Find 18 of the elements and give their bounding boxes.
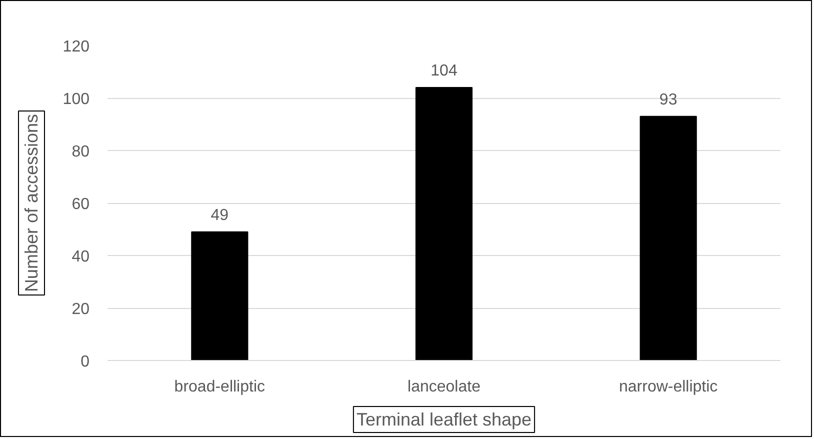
data-label: 93 [659, 91, 678, 108]
x-tick-label: narrow-elliptic [618, 378, 718, 396]
x-axis-title: Terminal leaflet shape [356, 410, 532, 430]
y-tick-label: 120 [62, 38, 90, 56]
y-tick-label: 80 [72, 144, 90, 160]
y-tick-label: 20 [72, 301, 90, 318]
data-label: 104 [430, 62, 458, 80]
bar [415, 87, 473, 360]
bar [640, 116, 697, 360]
y-tick-label: 100 [62, 91, 90, 108]
x-tick-label: lanceolate [408, 378, 481, 396]
x-tick-label: broad-elliptic [174, 378, 266, 396]
data-label: 49 [210, 206, 229, 224]
y-axis-title: Number of accessions [22, 114, 42, 292]
bar [191, 231, 248, 360]
y-tick-label: 60 [72, 196, 90, 213]
y-tick-label: 40 [72, 248, 90, 266]
y-tick-label: 0 [80, 354, 90, 370]
